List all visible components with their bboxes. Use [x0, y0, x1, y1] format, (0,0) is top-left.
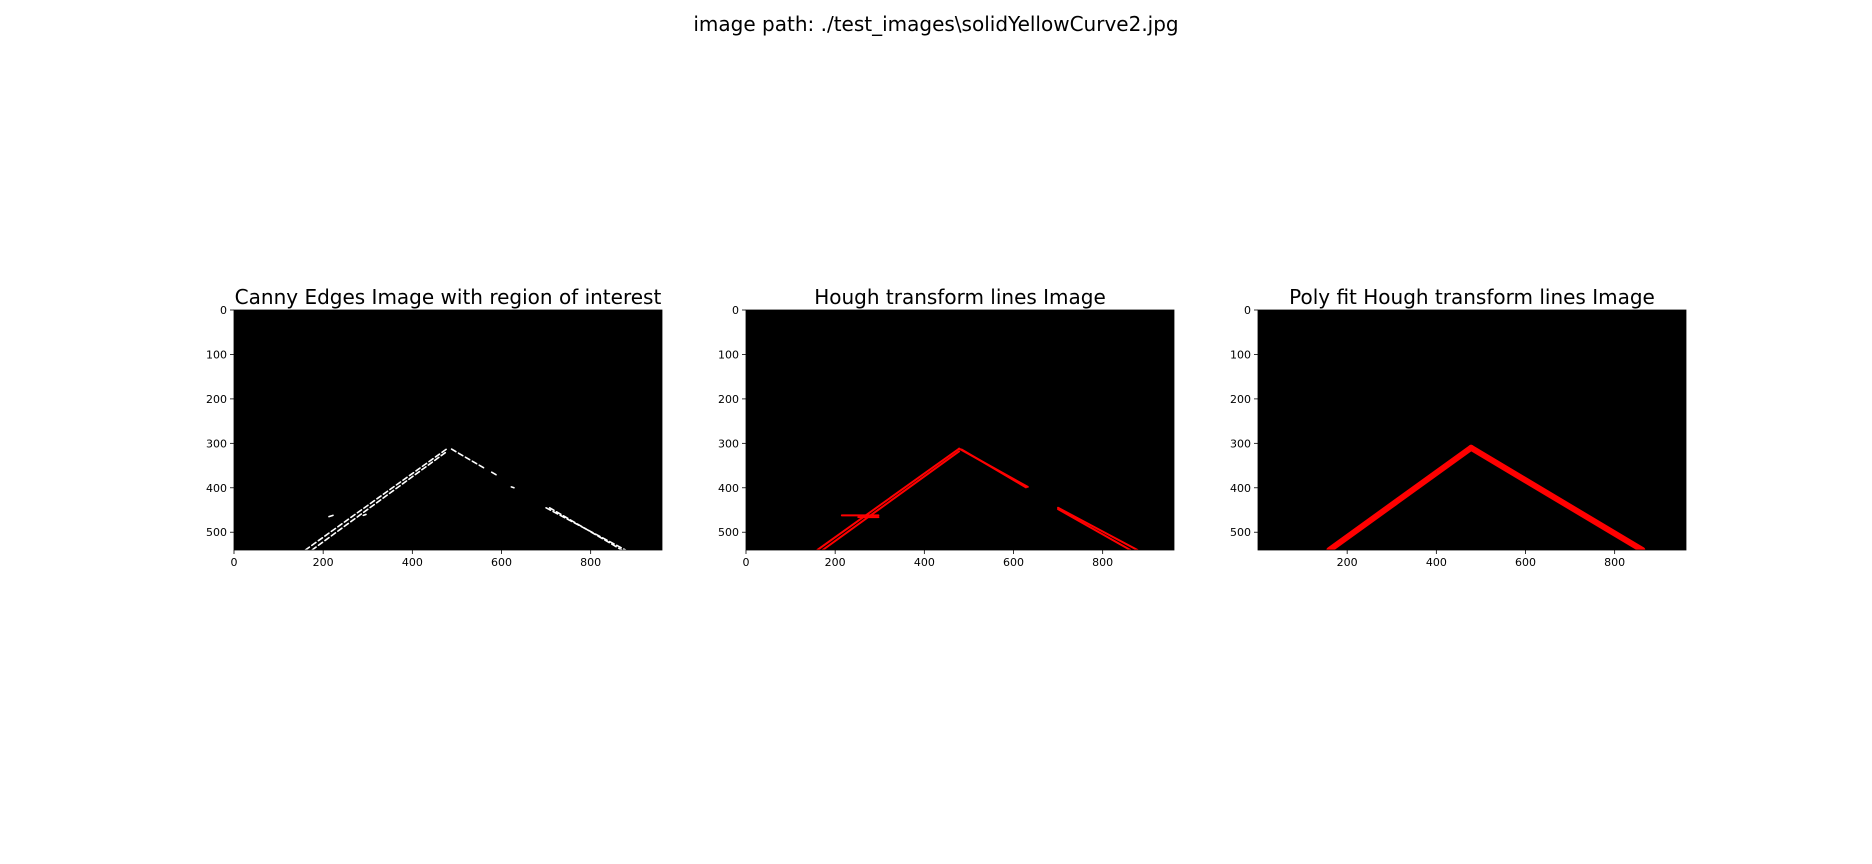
segments-group	[816, 447, 1139, 550]
y-tick-label: 0	[732, 304, 739, 317]
subplot-title: Hough transform lines Image	[814, 285, 1106, 309]
image-area	[234, 310, 662, 550]
x-tick-label: 0	[231, 556, 238, 569]
y-tick-label: 0	[1244, 304, 1251, 317]
lane-line-segment	[816, 447, 961, 550]
x-tick-label: 200	[313, 556, 334, 569]
edge-segment	[328, 514, 334, 518]
lane-line-segment	[1057, 508, 1132, 550]
axes-frame	[745, 309, 1175, 551]
y-tick-label: 200	[206, 393, 227, 406]
lane-line-segment	[821, 450, 961, 550]
edge-segment	[548, 506, 623, 550]
subplot-3: Poly fit Hough transform lines Image 200 4…	[1230, 285, 1687, 569]
y-tick-label: 400	[1230, 482, 1251, 495]
x-tick-label: 400	[914, 556, 935, 569]
x-tick-label: 200	[1337, 556, 1358, 569]
y-tick-label: 200	[1230, 393, 1251, 406]
y-tick-label: 100	[718, 348, 739, 361]
figure-title: image path: ./test_images\solidYellowCur…	[693, 12, 1179, 36]
y-tick-label: 0	[220, 304, 227, 317]
axes-frame	[233, 309, 663, 551]
x-tick-label: 800	[1092, 556, 1113, 569]
x-tick-label: 600	[1003, 556, 1024, 569]
y-tick-label: 300	[1230, 437, 1251, 450]
image-area	[1258, 310, 1686, 550]
x-tick-label: 600	[1515, 556, 1536, 569]
subplot-2: Hough transform lines Image 0 200 400 600 800…	[718, 285, 1175, 569]
lane-line-segment	[960, 448, 1027, 489]
image-area	[746, 310, 1174, 550]
y-tick-label: 500	[1230, 526, 1251, 539]
y-tick-label: 100	[1230, 348, 1251, 361]
x-tick-label: 200	[825, 556, 846, 569]
y-tick-label: 300	[718, 437, 739, 450]
y-tick-label: 400	[206, 482, 227, 495]
subplot-1: Canny Edges Image with region of interes…	[206, 285, 663, 569]
x-tick-label: 0	[743, 556, 750, 569]
x-tick-label: 600	[491, 556, 512, 569]
segments-group	[304, 447, 627, 550]
edge-segment	[450, 448, 485, 469]
lane-line-segment	[1057, 506, 1139, 550]
subplot-title: Poly fit Hough transform lines Image	[1289, 285, 1655, 309]
x-tick-label: 400	[1426, 556, 1447, 569]
y-tick-label: 100	[206, 348, 227, 361]
subplot-title: Canny Edges Image with region of interes…	[235, 285, 662, 309]
edge-segment	[362, 513, 367, 517]
y-tick-label: 400	[718, 482, 739, 495]
y-tick-label: 200	[718, 393, 739, 406]
x-tick-label: 400	[402, 556, 423, 569]
y-tick-label: 500	[718, 526, 739, 539]
edge-segment	[510, 486, 515, 489]
edge-segment	[311, 450, 448, 550]
y-tick-label: 300	[206, 437, 227, 450]
segments-group	[1326, 444, 1646, 550]
lane-line-segment	[1326, 444, 1475, 550]
y-tick-label: 500	[206, 526, 227, 539]
axes-frame	[1257, 309, 1687, 551]
x-tick-label: 800	[1604, 556, 1625, 569]
edge-segment	[304, 447, 448, 550]
edge-segment	[490, 471, 498, 477]
lane-line-segment	[1468, 444, 1646, 550]
x-tick-label: 800	[580, 556, 601, 569]
